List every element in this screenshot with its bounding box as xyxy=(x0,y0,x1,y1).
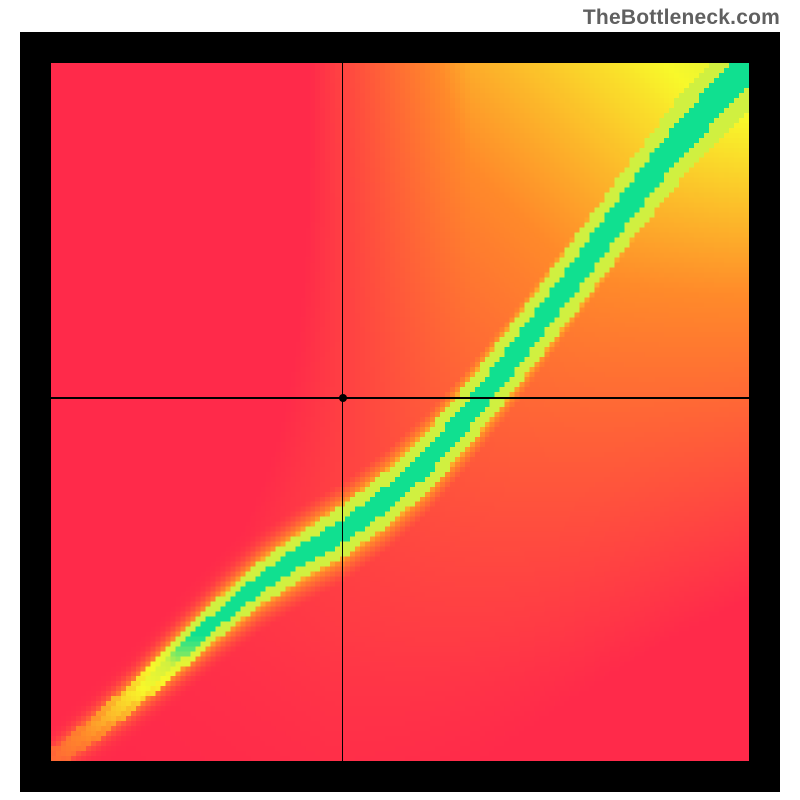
plot-area xyxy=(51,63,749,761)
heatmap-canvas xyxy=(51,63,749,761)
watermark-text: TheBottleneck.com xyxy=(583,6,780,30)
crosshair-horizontal xyxy=(51,397,749,398)
plot-outer-frame xyxy=(20,32,780,792)
crosshair-vertical xyxy=(342,63,343,761)
crosshair-point xyxy=(339,394,347,402)
chart-container: TheBottleneck.com xyxy=(0,0,800,800)
